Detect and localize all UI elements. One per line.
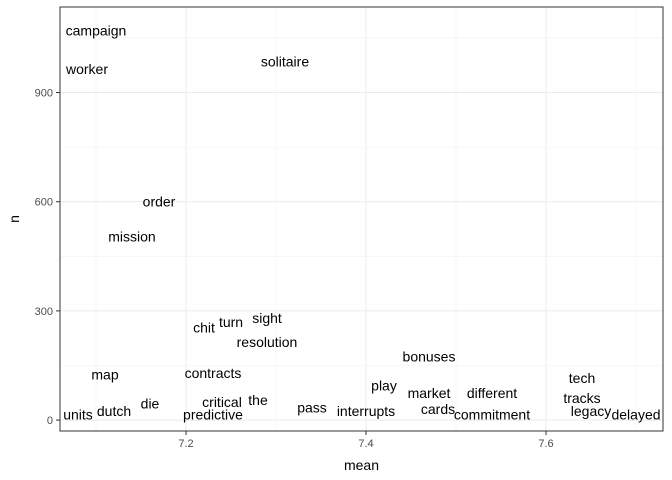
point-label-cards: cards xyxy=(421,401,455,417)
point-label-worker: worker xyxy=(65,61,108,77)
x-axis: 7.2 7.4 7.6 xyxy=(178,431,554,450)
point-label-die: die xyxy=(141,396,160,412)
point-label-bonuses: bonuses xyxy=(403,348,456,364)
y-tick-label: 900 xyxy=(35,88,53,100)
x-tick-label: 7.2 xyxy=(178,438,193,450)
point-label-resolution: resolution xyxy=(237,334,298,350)
point-label-dutch: dutch xyxy=(97,403,131,419)
point-label-chit: chit xyxy=(193,319,215,335)
point-label-tracks: tracks xyxy=(563,390,600,406)
point-label-different: different xyxy=(467,385,517,401)
major-gridlines xyxy=(60,7,663,431)
point-label-sight: sight xyxy=(252,310,282,326)
point-labels: campaign worker solitaire order mission sight… xyxy=(63,23,660,423)
point-label-market: market xyxy=(408,385,451,401)
x-tick-label: 7.4 xyxy=(358,438,373,450)
point-label-contracts: contracts xyxy=(185,365,242,381)
point-label-map: map xyxy=(91,367,118,383)
point-label-pass: pass xyxy=(297,399,327,415)
y-tick-label: 600 xyxy=(35,197,53,209)
point-label-units: units xyxy=(63,407,93,423)
point-label-critical: critical xyxy=(202,394,242,410)
minor-gridlines xyxy=(60,7,663,431)
y-tick-label: 300 xyxy=(35,306,53,318)
point-label-interrupts: interrupts xyxy=(337,403,395,419)
y-axis: 0 300 600 900 xyxy=(35,88,60,427)
point-label-solitaire: solitaire xyxy=(261,54,309,70)
y-tick-label: 0 xyxy=(47,415,53,427)
point-label-mission: mission xyxy=(108,228,155,244)
point-label-turn: turn xyxy=(219,314,243,330)
y-axis-title: n xyxy=(6,215,22,223)
x-tick-label: 7.6 xyxy=(538,438,553,450)
panel-border xyxy=(59,6,664,432)
point-label-the: the xyxy=(248,392,268,408)
point-label-order: order xyxy=(143,194,176,210)
point-label-commitment: commitment xyxy=(454,407,530,423)
point-label-delayed: delayed xyxy=(611,407,660,423)
point-label-legacy: legacy xyxy=(571,403,611,419)
point-label-predictive: predictive xyxy=(183,407,243,423)
point-label-campaign: campaign xyxy=(66,23,127,39)
x-axis-title: mean xyxy=(344,457,379,473)
point-label-play: play xyxy=(371,378,397,394)
point-label-tech: tech xyxy=(569,370,595,386)
